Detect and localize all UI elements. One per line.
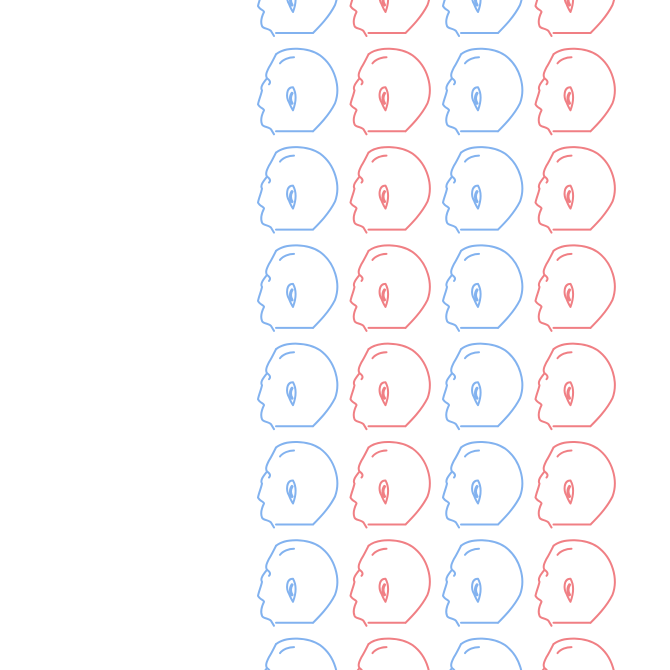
- head-profile-icon: [534, 47, 617, 136]
- head-profile-icon: [534, 0, 617, 38]
- head-profile-icon: [441, 342, 524, 431]
- head-profile-icon: [534, 243, 617, 333]
- head-profile-icon: [256, 47, 339, 136]
- head-profile-icon: [349, 440, 432, 529]
- head-profile-icon: [441, 47, 524, 136]
- head-profile-icon: [349, 637, 432, 670]
- head-profile-icon: [441, 637, 524, 670]
- head-profile-icon: [256, 342, 339, 431]
- head-profile-icon: [349, 538, 432, 628]
- head-profile-icon: [256, 145, 339, 235]
- head-profile-icon: [349, 243, 432, 333]
- head-profile-icon: [534, 538, 617, 628]
- head-profile-icon: [441, 538, 524, 628]
- head-profile-icon: [534, 637, 617, 670]
- head-profile-icon: [256, 637, 339, 670]
- head-profile-icon: [441, 243, 524, 333]
- head-profile-icon: [256, 0, 339, 38]
- head-profile-icon: [256, 440, 339, 529]
- head-profile-icon: [256, 243, 339, 333]
- head-profile-icon: [349, 342, 432, 431]
- head-profile-icon: [441, 145, 524, 235]
- head-profile-icon: [441, 0, 524, 38]
- head-profile-icon: [534, 440, 617, 529]
- head-profile-icon: [534, 145, 617, 235]
- head-profile-icon: [441, 440, 524, 529]
- head-profile-icon: [349, 145, 432, 235]
- head-profile-icon: [534, 342, 617, 431]
- head-profile-icon: [349, 47, 432, 136]
- head-profile-icon: [256, 538, 339, 628]
- head-profile-icon: [349, 0, 432, 38]
